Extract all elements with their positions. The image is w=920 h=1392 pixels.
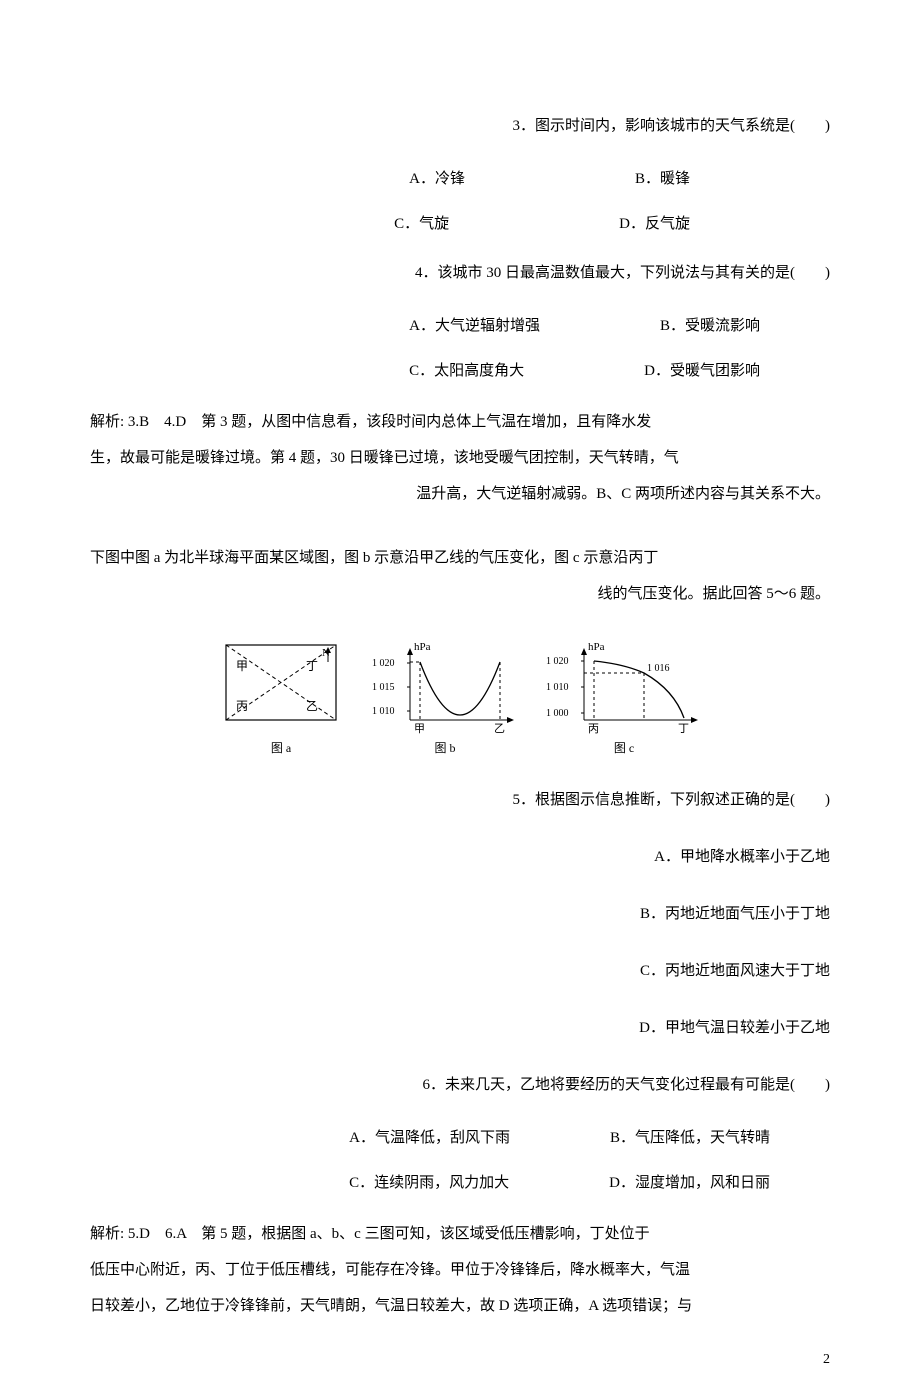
a34-l3: 温升高，大气逆辐射减弱。B、C 两项所述内容与其关系不大。: [90, 476, 830, 512]
q5-text: 5．根据图示信息推断，下列叙述正确的是( ): [90, 784, 830, 817]
figC-t2: 1 010: [546, 682, 569, 693]
fig-a: N 甲 丁 丙 乙 图 a: [216, 640, 346, 756]
figC-t3: 1 000: [546, 708, 569, 719]
fig-a-svg: N 甲 丁 丙 乙: [216, 640, 346, 735]
q6-optC: C．连续阴雨，风力加大: [349, 1171, 509, 1192]
a56-l1: 解析: 5.D 6.A 第 5 题，根据图 a、b、c 三图可知，该区域受低压槽…: [90, 1216, 830, 1252]
a56-l2: 低压中心附近，丙、丁位于低压槽线，可能存在冷锋。甲位于冷锋锋后，降水概率大，气温: [90, 1252, 830, 1288]
q5-optD: D．甲地气温日较差小于乙地: [90, 1012, 830, 1045]
figA-p2: 丁: [306, 659, 318, 673]
q4-optB: B．受暖流影响: [660, 314, 760, 335]
figB-xR: 乙: [494, 722, 505, 735]
figC-xL: 丙: [588, 723, 599, 735]
analysis-5-6: 解析: 5.D 6.A 第 5 题，根据图 a、b、c 三图可知，该区域受低压槽…: [90, 1216, 830, 1324]
a34-l1: 解析: 3.B 4.D 第 3 题，从图中信息看，该段时间内总体上气温在增加，且…: [90, 404, 830, 440]
figA-label: 图 a: [216, 739, 346, 756]
q3-optA: A．冷锋: [409, 167, 465, 188]
q3-optC: C．气旋: [394, 212, 449, 233]
figB-label: 图 b: [370, 739, 520, 756]
q3-text: 3．图示时间内，影响该城市的天气系统是( ): [90, 110, 830, 143]
figB-ylabel: hPa: [414, 641, 431, 653]
q3-optB: B．暖锋: [635, 167, 690, 188]
analysis-3-4: 解析: 3.B 4.D 第 3 题，从图中信息看，该段时间内总体上气温在增加，且…: [90, 404, 830, 512]
q6-row2: D．湿度增加，风和日丽 C．连续阴雨，风力加大: [90, 1171, 830, 1192]
q6-optB: B．气压降低，天气转晴: [610, 1126, 770, 1147]
figA-p3: 丙: [236, 699, 248, 713]
figC-label: 图 c: [544, 739, 704, 756]
q4-optD: D．受暖气团影响: [644, 359, 760, 380]
figA-p1: 甲: [236, 659, 248, 673]
figC-xR: 丁: [678, 723, 689, 735]
figure-block: N 甲 丁 丙 乙 图 a hPa 1 020 1 015 1 010: [90, 640, 830, 756]
figA-p4: 乙: [306, 699, 318, 713]
fig-b: hPa 1 020 1 015 1 010 甲 乙 图 b: [370, 640, 520, 756]
q5-optC: C．丙地近地面风速大于丁地: [90, 955, 830, 988]
q4-optA: A．大气逆辐射增强: [409, 314, 540, 335]
figB-t3: 1 010: [372, 706, 395, 717]
q6-optA: A．气温降低，刮风下雨: [349, 1126, 510, 1147]
a56-l3: 日较差小，乙地位于冷锋锋前，天气晴朗，气温日较差大，故 D 选项正确，A 选项错…: [90, 1288, 830, 1324]
figB-t2: 1 015: [372, 682, 395, 693]
q6-row1: B．气压降低，天气转晴 A．气温降低，刮风下雨: [90, 1126, 830, 1147]
figB-xL: 甲: [414, 723, 425, 735]
q4-optC: C．太阳高度角大: [409, 359, 524, 380]
q5-optB: B．丙地近地面气压小于丁地: [90, 898, 830, 931]
intro-5-6: 下图中图 a 为北半球海平面某区域图，图 b 示意沿甲乙线的气压变化，图 c 示…: [90, 540, 830, 612]
figC-annot: 1 016: [647, 663, 670, 674]
q4-text: 4．该城市 30 日最高温数值最大，下列说法与其有关的是( ): [90, 257, 830, 290]
figC-ylabel: hPa: [588, 641, 605, 653]
q3-row1: B．暖锋 A．冷锋: [90, 167, 830, 188]
a34-l2: 生，故最可能是暖锋过境。第 4 题，30 日暖锋已过境，该地受暖气团控制，天气转…: [90, 440, 830, 476]
i56-l2: 线的气压变化。据此回答 5～6 题。: [90, 576, 830, 612]
q3-optD: D．反气旋: [619, 212, 690, 233]
i56-l1: 下图中图 a 为北半球海平面某区域图，图 b 示意沿甲乙线的气压变化，图 c 示…: [90, 540, 830, 576]
figB-t1: 1 020: [372, 658, 395, 669]
q6-text: 6．未来几天，乙地将要经历的天气变化过程最有可能是( ): [90, 1069, 830, 1102]
q3-row2: D．反气旋 C．气旋: [90, 212, 830, 233]
q4-row1: B．受暖流影响 A．大气逆辐射增强: [90, 314, 830, 335]
fig-c-svg: hPa 1 020 1 010 1 000 1 016 丙 丁: [544, 640, 704, 735]
q5-optA: A．甲地降水概率小于乙地: [90, 841, 830, 874]
q4-row2: D．受暖气团影响 C．太阳高度角大: [90, 359, 830, 380]
figC-t1: 1 020: [546, 656, 569, 667]
fig-b-svg: hPa 1 020 1 015 1 010 甲 乙: [370, 640, 520, 735]
q6-optD: D．湿度增加，风和日丽: [609, 1171, 770, 1192]
page-number: 2: [823, 1352, 830, 1368]
fig-c: hPa 1 020 1 010 1 000 1 016 丙 丁 图 c: [544, 640, 704, 756]
